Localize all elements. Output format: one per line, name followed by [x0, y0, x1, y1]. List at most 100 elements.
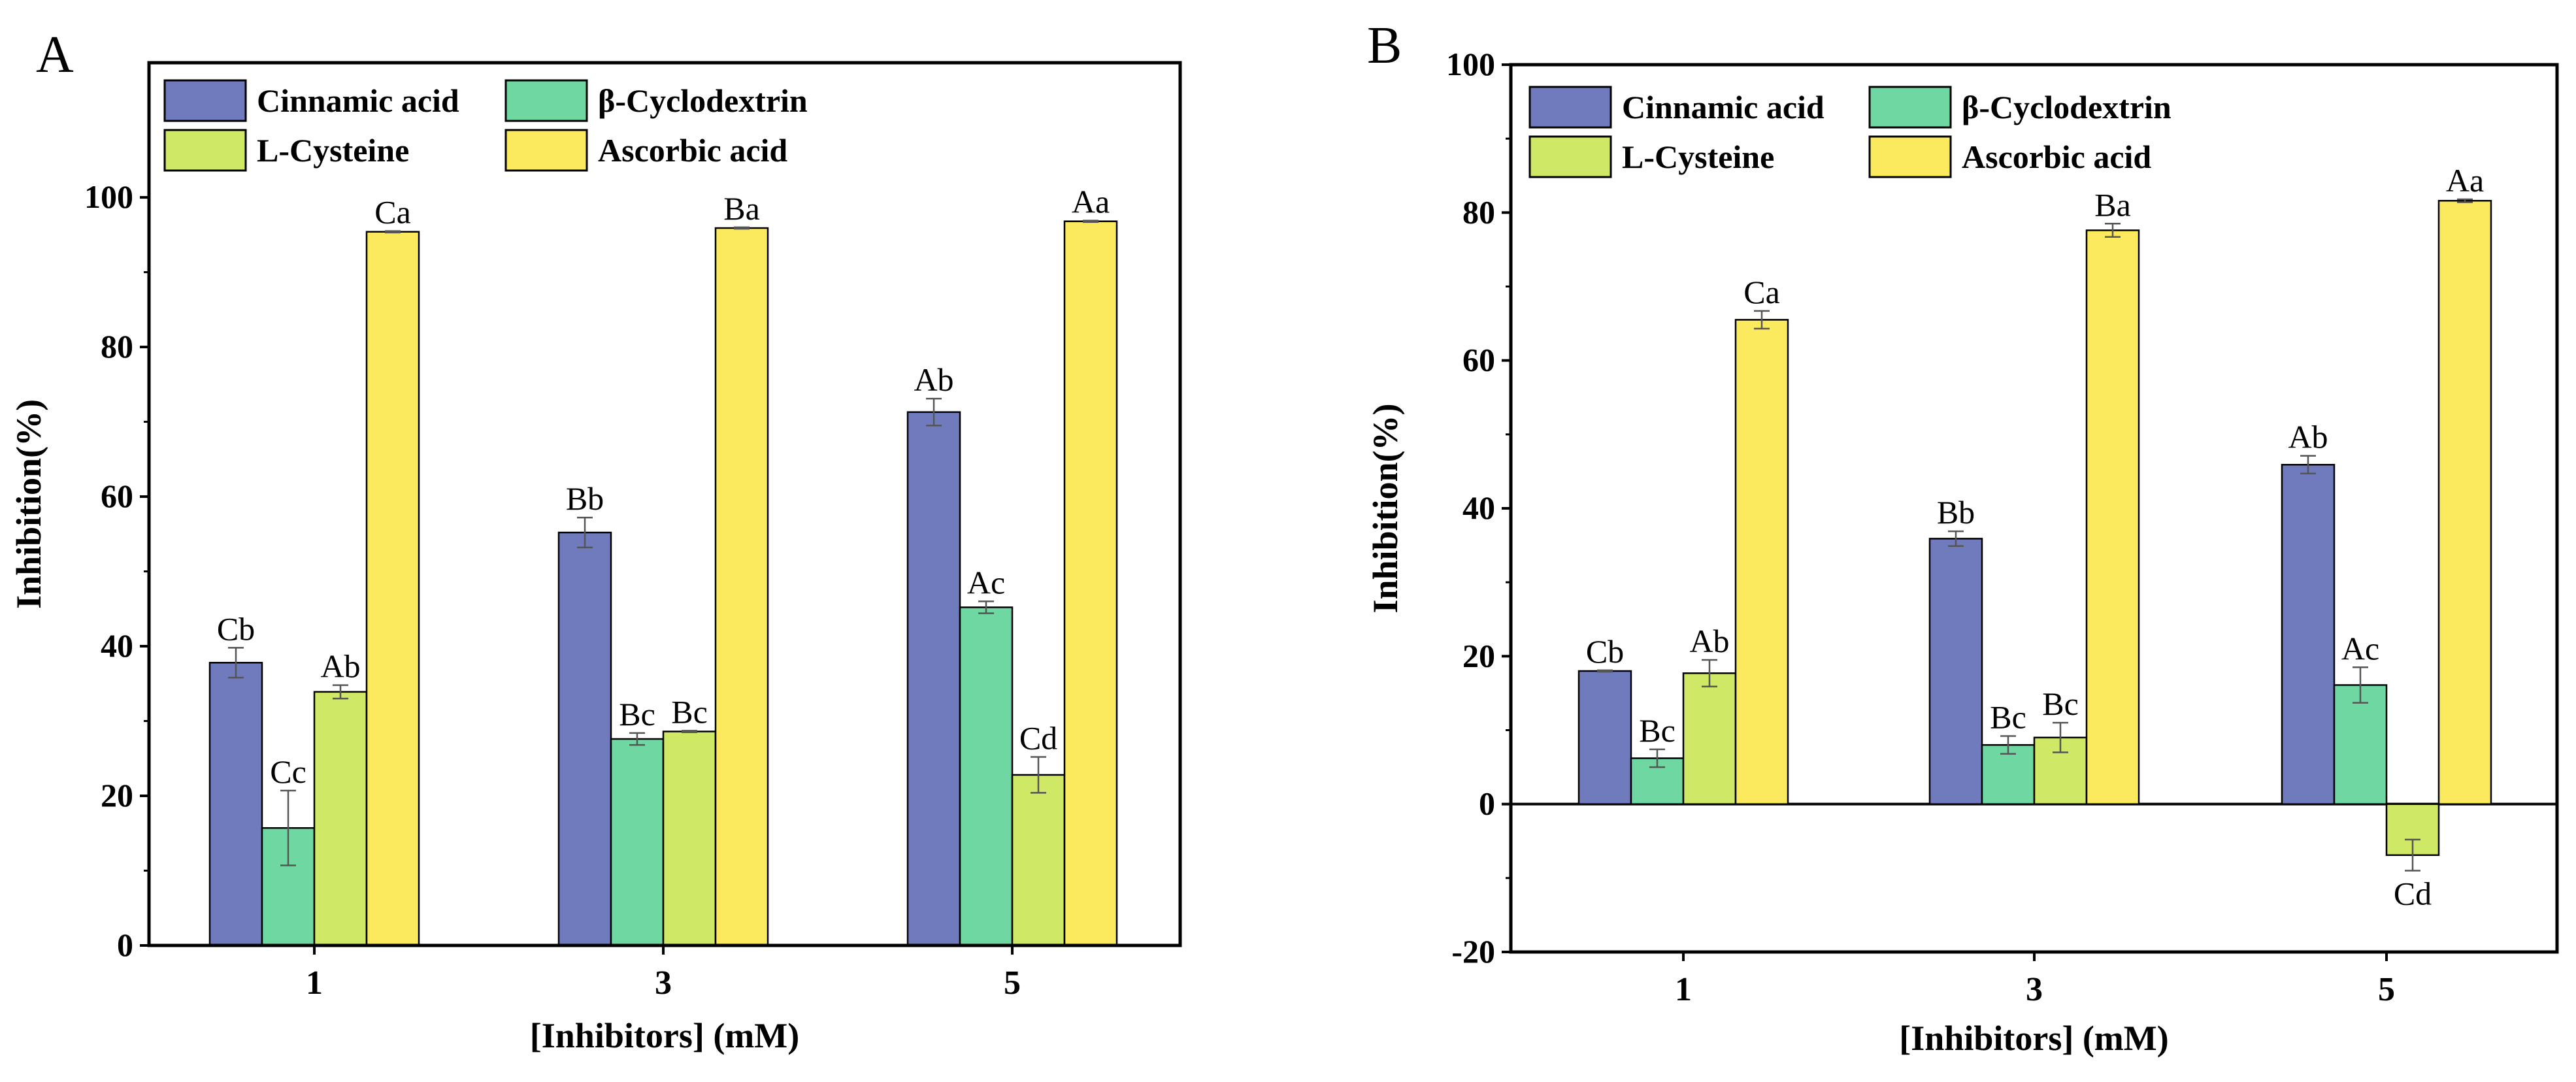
bar: [2085, 229, 2140, 805]
error-bar: [2000, 735, 2016, 755]
legend-label: β-Cyclodextrin: [598, 82, 808, 119]
bar: [2281, 463, 2336, 805]
bar: [1577, 670, 1632, 805]
data-label: Ab: [914, 361, 953, 398]
error-bar: [2457, 198, 2473, 203]
y-tick-label: 100: [1446, 46, 1495, 82]
error-bar: [577, 516, 593, 549]
data-label: Bb: [1937, 494, 1975, 531]
y-tick-label: 80: [101, 328, 133, 365]
y-tick-label: 60: [1462, 342, 1495, 378]
legend-swatch: [504, 129, 588, 172]
data-label: Bc: [1639, 712, 1676, 749]
legend-label: Ascorbic acid: [1962, 139, 2151, 175]
error-bar: [926, 397, 942, 427]
data-label: Aa: [1072, 184, 1110, 220]
data-label: Ca: [374, 194, 411, 231]
y-axis-label: Inhibition(%): [1366, 403, 1405, 613]
legend-swatch: [163, 129, 247, 172]
bar: [1011, 774, 1066, 947]
bar: [714, 227, 769, 947]
x-tick-label: 1: [1675, 971, 1692, 1008]
legend-label: L-Cysteine: [257, 132, 409, 169]
y-tick-label: -20: [1451, 933, 1495, 970]
y-tick-label: 0: [1479, 785, 1495, 822]
panel-a: A Cb Bb Ab Cc Bc Ac Ab Bc Cd Ca Ba Aa 0 20 40 60 80 100 1 3 5…: [9, 26, 1182, 1055]
data-label: Ab: [320, 648, 360, 685]
error-bar: [2300, 455, 2316, 475]
error-bar: [1597, 669, 1613, 673]
legend-swatch: [504, 79, 588, 122]
bar: [2437, 199, 2492, 805]
error-bar: [1083, 220, 1098, 223]
legend-swatch: [1868, 135, 1952, 178]
x-axis-label: [Inhibitors] (mM): [530, 1016, 799, 1055]
data-label: Bc: [2042, 685, 2079, 722]
x-tick-label: 5: [2378, 971, 2395, 1008]
data-label: Aa: [2446, 162, 2484, 199]
data-label: Bb: [566, 480, 604, 517]
data-label: Ba: [723, 190, 760, 227]
error-bar: [1649, 748, 1665, 768]
data-label: Ca: [1743, 274, 1780, 310]
bar: [906, 411, 961, 947]
error-bar: [978, 600, 994, 614]
bar: [1734, 319, 1789, 805]
y-tick-label: 20: [101, 777, 133, 813]
error-bar: [2105, 223, 2121, 238]
bar: [313, 691, 368, 947]
y-tick-label: 60: [101, 478, 133, 514]
error-bar: [1754, 310, 1770, 330]
bar: [610, 738, 665, 947]
legend-swatch: [163, 79, 247, 122]
data-label: Bc: [619, 696, 655, 732]
error-bar: [1948, 530, 1964, 547]
panel-label: A: [36, 26, 74, 84]
data-label: Cd: [2394, 876, 2432, 912]
error-bar: [1031, 756, 1046, 794]
legend-swatch: [1868, 86, 1952, 129]
data-label: Ac: [2341, 630, 2379, 666]
legend-label: β-Cyclodextrin: [1962, 89, 2171, 125]
data-label: Cb: [217, 610, 255, 647]
error-bar: [2053, 721, 2068, 753]
data-label: Ab: [1689, 623, 1729, 659]
y-tick-label: 80: [1462, 193, 1495, 230]
panel-b: B Cb Bb Ab Bc Bc Ac Ab Bc Cd Ca Ba Aa -20 0 20 40 60 80 100…: [1366, 17, 2559, 1058]
error-bar: [629, 732, 645, 746]
data-label: Ac: [967, 564, 1005, 600]
legend-label: L-Cysteine: [1622, 139, 1774, 175]
data-label: Cb: [1586, 633, 1624, 670]
data-label: Bc: [671, 693, 708, 730]
error-bar: [682, 730, 697, 733]
bar: [1928, 538, 1983, 805]
data-label: Cc: [270, 753, 306, 790]
error-bar: [280, 789, 296, 866]
bar: [662, 730, 717, 947]
data-label: Bc: [1990, 699, 2026, 736]
bar: [365, 231, 420, 947]
y-tick-label: 20: [1462, 637, 1495, 674]
legend-label: Ascorbic acid: [598, 132, 787, 169]
y-tick-label: 40: [101, 627, 133, 664]
x-tick-label: 5: [1004, 964, 1021, 1002]
error-bar: [228, 647, 244, 679]
data-label: Ab: [2288, 419, 2328, 455]
x-tick-label: 1: [306, 964, 323, 1002]
error-bar: [385, 230, 401, 234]
error-bar: [1702, 659, 1717, 687]
data-label: Cd: [1019, 719, 1057, 756]
bar: [1682, 672, 1737, 805]
y-tick-label: 40: [1462, 489, 1495, 526]
y-tick-label: 100: [84, 178, 133, 215]
x-tick-label: 3: [2026, 971, 2043, 1008]
error-bar: [2405, 838, 2420, 872]
error-bar: [734, 226, 750, 230]
legend-label: Cinnamic acid: [1622, 89, 1825, 125]
bar: [557, 531, 612, 947]
bar: [208, 661, 263, 947]
y-tick-label: 0: [117, 926, 133, 963]
x-tick-label: 3: [655, 964, 672, 1002]
legend-label: Cinnamic acid: [257, 82, 459, 119]
